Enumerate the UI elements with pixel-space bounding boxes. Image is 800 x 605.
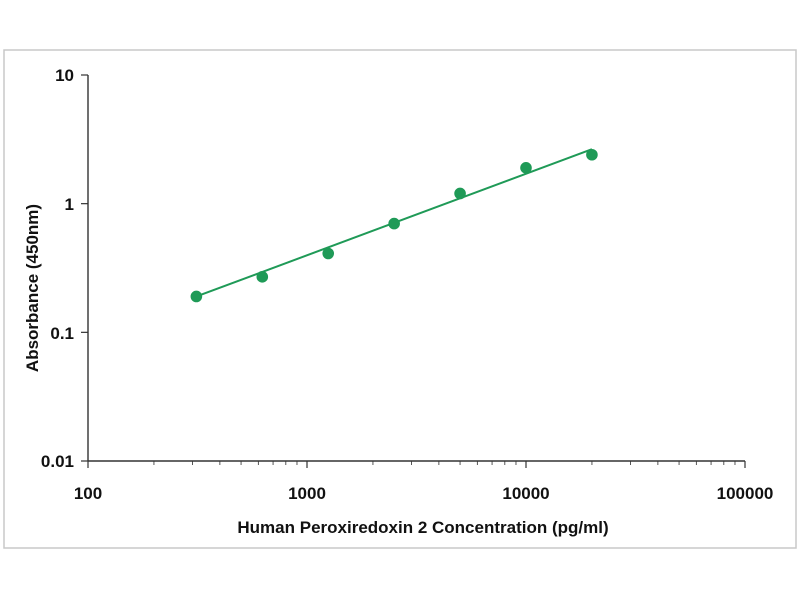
- outer-border: [3, 49, 797, 549]
- data-point: [520, 162, 532, 174]
- x-axis-label: Human Peroxiredoxin 2 Concentration (pg/…: [237, 518, 608, 537]
- y-tick-label-0-1: 0.1: [50, 324, 74, 343]
- x-tick-label-1000: 1000: [288, 484, 326, 503]
- y-tick-label-0-01: 0.01: [41, 452, 74, 471]
- x-tick-label-10000: 10000: [502, 484, 549, 503]
- data-point: [256, 271, 269, 283]
- data-point: [190, 290, 203, 303]
- y-axis-label: Absorbance (450nm): [23, 204, 42, 372]
- data-point: [586, 148, 598, 161]
- data-point: [322, 247, 335, 260]
- data-point: [454, 187, 466, 200]
- x-tick-label-100000: 100000: [717, 484, 774, 503]
- data-point: [388, 217, 400, 230]
- x-tick-label-100: 100: [74, 484, 102, 503]
- y-tick-label-10: 10: [55, 66, 74, 85]
- y-tick-label-1: 1: [65, 195, 74, 214]
